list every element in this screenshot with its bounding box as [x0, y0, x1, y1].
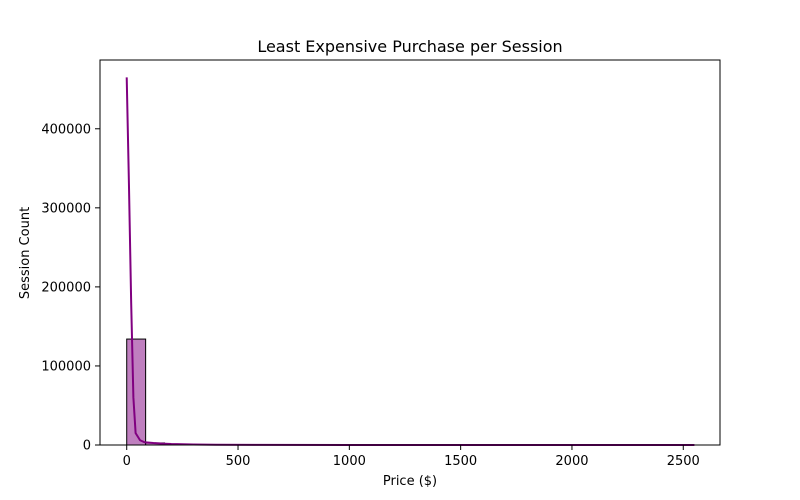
y-tick-label: 400000	[41, 122, 91, 137]
x-tick-label: 1500	[444, 454, 477, 469]
y-tick-label: 200000	[41, 280, 91, 295]
x-tick-label: 1000	[333, 454, 366, 469]
x-tick-label: 2000	[555, 454, 588, 469]
y-tick-label: 300000	[41, 201, 91, 216]
y-axis-ticks: 0 100000 200000 300000 400000	[41, 122, 100, 454]
x-axis-label: Price ($)	[383, 474, 437, 489]
y-tick-label: 100000	[41, 359, 91, 374]
kde-curve-group	[125, 77, 695, 446]
chart-title: Least Expensive Purchase per Session	[257, 37, 562, 56]
histogram-bars	[126, 338, 695, 446]
kde-line	[125, 77, 695, 446]
plot-frame	[99, 59, 721, 446]
y-axis-label: Session Count	[18, 207, 33, 299]
x-tick-label: 2500	[667, 454, 700, 469]
y-tick-label: 0	[83, 439, 91, 454]
x-tick-label: 500	[226, 454, 251, 469]
x-axis-ticks: 0 500 1000 1500 2000 2500	[123, 445, 700, 469]
x-tick-label: 0	[123, 454, 131, 469]
